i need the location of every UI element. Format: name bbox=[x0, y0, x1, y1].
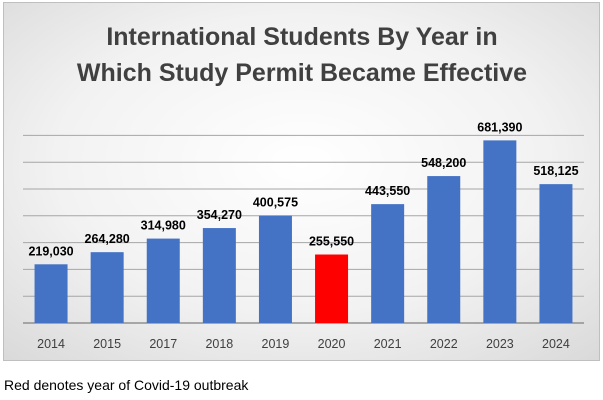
bar-2023 bbox=[483, 140, 517, 323]
footnote: Red denotes year of Covid-19 outbreak bbox=[4, 377, 249, 393]
data-label-2014: 219,030 bbox=[28, 244, 73, 258]
x-tick-2020: 2020 bbox=[318, 337, 346, 351]
x-tick-2017: 2017 bbox=[149, 337, 177, 351]
x-tick-2014: 2014 bbox=[37, 337, 65, 351]
data-labels: 219,030 264,280 314,980 354,270 400,575 255,5… bbox=[28, 120, 578, 258]
data-label-2024: 518,125 bbox=[533, 164, 578, 178]
bar-2020 bbox=[315, 254, 349, 323]
bar-2015 bbox=[90, 252, 124, 323]
data-label-2020: 255,550 bbox=[309, 235, 354, 249]
data-label-2023: 681,390 bbox=[477, 120, 522, 134]
x-tick-2024: 2024 bbox=[542, 337, 570, 351]
bar-chart: International Students By Year in Which … bbox=[23, 23, 584, 351]
chart-title-line-1: International Students By Year in bbox=[106, 23, 497, 51]
bar-2014 bbox=[34, 264, 68, 323]
chart-title-line-2: Which Study Permit Became Effective bbox=[77, 59, 527, 87]
chart-area: International Students By Year in Which … bbox=[3, 2, 600, 361]
x-tick-2019: 2019 bbox=[262, 337, 290, 351]
bar-2019 bbox=[258, 215, 292, 323]
x-tick-2018: 2018 bbox=[205, 337, 233, 351]
x-tick-2021: 2021 bbox=[374, 337, 402, 351]
bar-2022 bbox=[427, 176, 461, 323]
x-tick-2023: 2023 bbox=[486, 337, 514, 351]
x-tick-2022: 2022 bbox=[430, 337, 458, 351]
x-axis-tick-labels: 2014 2015 2017 2018 2019 2020 2021 2022 2023 2024 bbox=[37, 337, 570, 351]
data-label-2022: 548,200 bbox=[421, 156, 466, 170]
bar-2017 bbox=[146, 238, 180, 323]
data-label-2017: 314,980 bbox=[141, 219, 186, 233]
data-label-2015: 264,280 bbox=[85, 232, 130, 246]
bar-2024 bbox=[539, 184, 573, 323]
bar-2018 bbox=[202, 228, 236, 323]
bar-2021 bbox=[371, 204, 405, 323]
data-label-2018: 354,270 bbox=[197, 208, 242, 222]
x-tick-2015: 2015 bbox=[93, 337, 121, 351]
bars bbox=[34, 140, 573, 323]
data-label-2021: 443,550 bbox=[365, 184, 410, 198]
data-label-2019: 400,575 bbox=[253, 196, 298, 210]
